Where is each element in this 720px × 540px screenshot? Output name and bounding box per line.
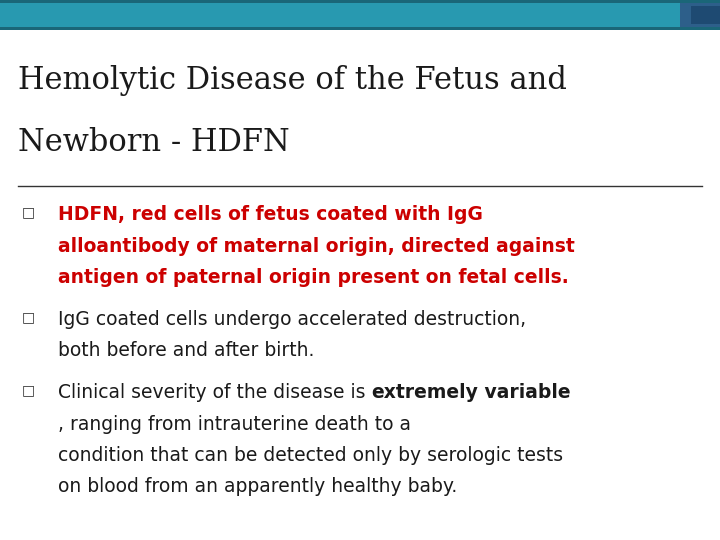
Text: antigen of paternal origin present on fetal cells.: antigen of paternal origin present on fe… — [58, 268, 568, 287]
Text: □: □ — [22, 310, 35, 324]
Text: Hemolytic Disease of the Fetus and: Hemolytic Disease of the Fetus and — [18, 65, 567, 96]
Text: condition that can be detected only by serologic tests: condition that can be detected only by s… — [58, 446, 563, 465]
Text: Newborn - HDFN: Newborn - HDFN — [18, 127, 289, 158]
Bar — [0, 3, 680, 27]
Text: IgG coated cells undergo accelerated destruction,: IgG coated cells undergo accelerated des… — [58, 310, 526, 329]
Text: □: □ — [22, 383, 35, 397]
Text: , ranging from intrauterine death to a: , ranging from intrauterine death to a — [58, 415, 410, 434]
Bar — [680, 3, 720, 27]
Text: □: □ — [22, 205, 35, 219]
Text: both before and after birth.: both before and after birth. — [58, 341, 314, 360]
Text: variable: variable — [478, 383, 570, 402]
Text: extremely: extremely — [371, 383, 478, 402]
Text: Clinical severity of the disease is: Clinical severity of the disease is — [58, 383, 371, 402]
Bar — [0, 0, 720, 30]
Text: on blood from an apparently healthy baby.: on blood from an apparently healthy baby… — [58, 477, 457, 496]
Text: alloantibody of maternal origin, directed against: alloantibody of maternal origin, directe… — [58, 237, 575, 255]
Text: HDFN, red cells of fetus coated with IgG: HDFN, red cells of fetus coated with IgG — [58, 205, 482, 224]
Bar — [691, 6, 720, 24]
